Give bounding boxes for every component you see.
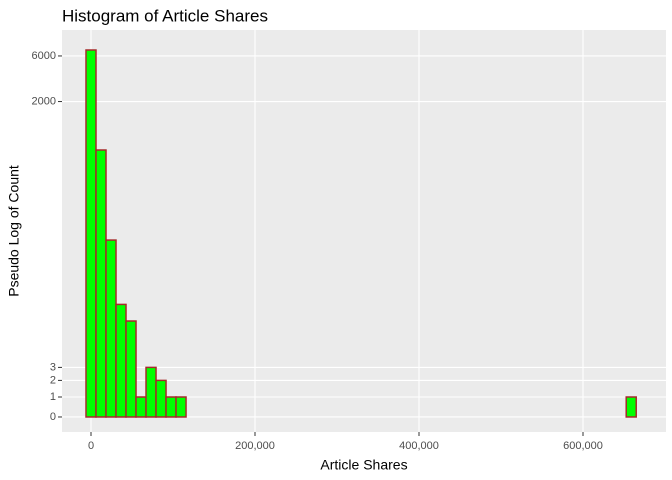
y-tick-label: 2 bbox=[50, 374, 56, 386]
y-tick-label: 6000 bbox=[32, 50, 56, 62]
bar bbox=[625, 396, 637, 418]
bar bbox=[115, 303, 127, 418]
x-tick-label: 600,000 bbox=[563, 440, 603, 452]
bar bbox=[125, 320, 137, 418]
bar bbox=[85, 49, 97, 418]
bar bbox=[95, 149, 107, 418]
x-tick-label: 200,000 bbox=[235, 440, 275, 452]
bar bbox=[175, 396, 187, 418]
bar bbox=[105, 239, 117, 418]
x-axis-label: Article Shares bbox=[320, 457, 407, 473]
panel bbox=[62, 30, 666, 432]
bar bbox=[165, 396, 177, 418]
x-tick-label: 0 bbox=[88, 440, 94, 452]
x-tick-label: 400,000 bbox=[399, 440, 439, 452]
y-tick-label: 0 bbox=[50, 411, 56, 423]
chart-title: Histogram of Article Shares bbox=[62, 6, 268, 25]
bar bbox=[145, 366, 157, 418]
y-tick-label: 1 bbox=[50, 391, 56, 403]
bar bbox=[155, 379, 167, 418]
y-axis-label: Pseudo Log of Count bbox=[6, 165, 22, 297]
bar bbox=[135, 396, 147, 418]
y-tick-label: 3 bbox=[50, 361, 56, 373]
y-tick-label: 2000 bbox=[32, 95, 56, 107]
